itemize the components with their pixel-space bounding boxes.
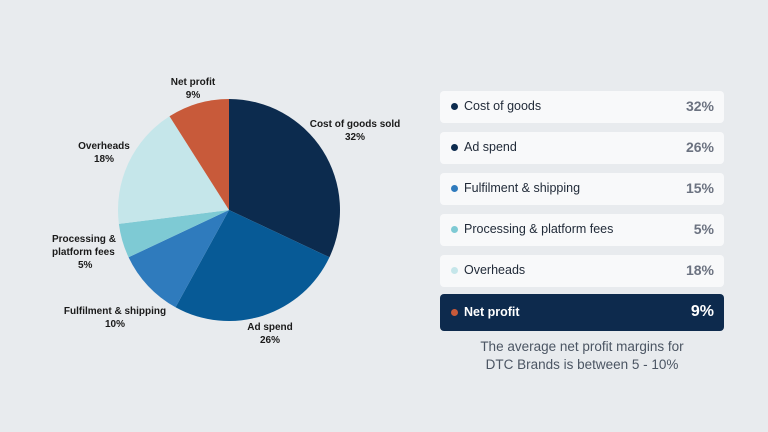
legend-dot-icon [451, 103, 458, 110]
legend-label: Net profit [464, 305, 520, 319]
legend-label: Fulfilment & shipping [464, 181, 581, 195]
legend-value: 26% [685, 139, 714, 155]
legend-value: 18% [685, 262, 714, 278]
legend-dot-icon [451, 144, 458, 151]
legend-item-net-profit: Net profit 9% [440, 294, 724, 331]
legend-item-ad-spend: Ad spend 26% [440, 132, 724, 164]
legend-value: 15% [685, 180, 714, 196]
legend-label: Processing & platform fees [464, 222, 614, 236]
pie-slice-ad-spend [175, 210, 330, 321]
pie-slice-net-profit [169, 99, 229, 210]
legend-item-cost-of-goods: Cost of goods 32% [440, 91, 724, 123]
pie-label-overheads: Overheads 18% [78, 141, 130, 165]
footnote-line-1: The average net profit margins for [480, 339, 684, 354]
legend-item-fulfilment-shipping: Fulfilment & shipping 15% [440, 173, 724, 205]
pie-label-cost-of-goods-sold: Cost of goods sold 32% [310, 119, 401, 143]
legend-value: 32% [685, 98, 714, 114]
legend-item-overheads: Overheads 18% [440, 255, 724, 287]
pie-slice-cost-of-goods-sold [229, 99, 340, 258]
legend-dot-icon [451, 267, 458, 274]
pie-label-ad-spend: Ad spend 26% [247, 322, 293, 346]
pie-slice-fulfilment-shipping [128, 210, 229, 308]
legend-dot-icon [451, 226, 458, 233]
pie-label-net-profit: Net profit 9% [171, 77, 216, 101]
legend-dot-icon [451, 309, 458, 316]
pie-label-processing-platform-fees: Processing & platform fees 5% [52, 234, 116, 271]
legend-value: 5% [693, 221, 714, 237]
pie-slice-processing-platform-fees [118, 210, 229, 258]
legend-value: 9% [690, 303, 714, 320]
pie-label-fulfilment-shipping: Fulfilment & shipping 10% [64, 306, 166, 330]
legend-label: Ad spend [464, 140, 517, 154]
legend-item-processing-fees: Processing & platform fees 5% [440, 214, 724, 246]
footnote: The average net profit margins for DTC B… [440, 338, 724, 374]
legend-label: Overheads [464, 263, 526, 277]
legend-label: Cost of goods [464, 99, 542, 113]
pie-slice-overheads [117, 116, 229, 224]
footnote-line-2: DTC Brands is between 5 - 10% [485, 357, 679, 372]
legend-dot-icon [451, 185, 458, 192]
